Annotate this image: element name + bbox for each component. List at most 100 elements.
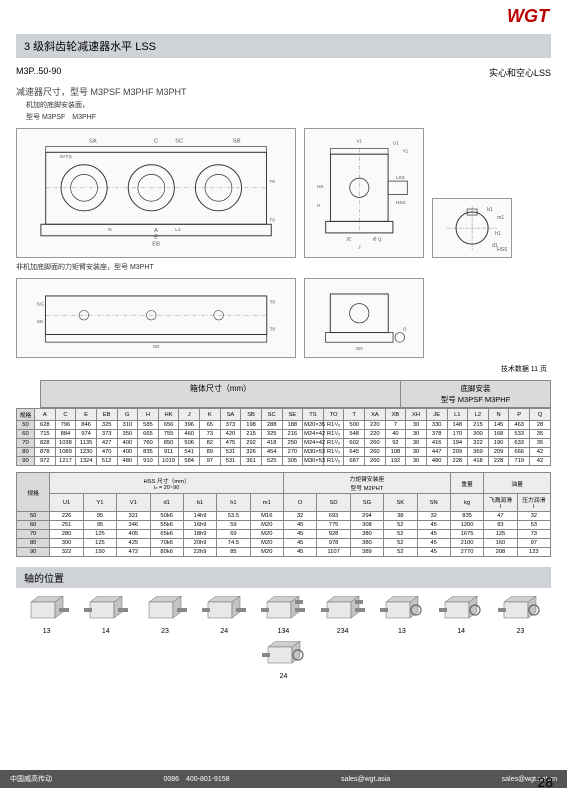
table-cell: 1019 xyxy=(158,457,179,466)
table-cell: 70 xyxy=(17,530,50,539)
table1-title-right: 底脚安装型号 M3PSF M3PHF xyxy=(401,380,551,408)
table-cell: 50 xyxy=(17,421,35,430)
col-header: h1 xyxy=(217,494,250,512)
footer-bar: 中国威高传动 0086 400-801-9158 sales@wgt.asia … xyxy=(0,770,567,788)
table-cell: 215 xyxy=(468,421,489,430)
table-cell: 361 xyxy=(241,457,262,466)
table-cell: 73 xyxy=(200,430,221,439)
table-cell: 308 xyxy=(350,521,383,530)
table-cell: 628 xyxy=(35,421,56,430)
table-cell: 525 xyxy=(261,457,282,466)
table-cell: 2100 xyxy=(450,539,483,548)
table-cell: 42 xyxy=(530,457,551,466)
col-header: TS xyxy=(303,409,324,421)
table-row: 502269532150k614h953.5M16326932943832835… xyxy=(17,512,551,521)
svg-text:H: H xyxy=(317,203,321,209)
table-cell: 633 xyxy=(509,439,530,448)
table-cell: 45 xyxy=(417,539,450,548)
table-cell: 65k6 xyxy=(150,530,183,539)
table-cell: 50k6 xyxy=(150,512,183,521)
table-cell: 251 xyxy=(50,521,83,530)
table-cell: 470 xyxy=(96,448,117,457)
col-header: L1 xyxy=(447,409,468,421)
table-cell: 418 xyxy=(261,439,282,448)
table-cell: 512 xyxy=(96,457,117,466)
col-header: m1 xyxy=(250,494,283,512)
col-header: kg xyxy=(450,494,483,512)
table-cell: 125 xyxy=(83,539,116,548)
table-cell: 310 xyxy=(117,421,138,430)
table-cell: 160 xyxy=(484,539,517,548)
shaft-label: 23 xyxy=(496,628,544,635)
table-cell: 108 xyxy=(385,448,406,457)
table-cell: 322 xyxy=(50,548,83,557)
svg-text:HSS: HSS xyxy=(396,201,406,207)
table-cell: 60 xyxy=(17,430,35,439)
table-cell: 228 xyxy=(488,457,509,466)
svg-text:HSS: HSS xyxy=(497,247,507,253)
table-cell: 447 xyxy=(426,448,447,457)
table-cell: M20 xyxy=(250,539,283,548)
table-cell: 216 xyxy=(282,430,303,439)
shaft-position-item: 24 xyxy=(200,596,248,635)
table-cell: 380 xyxy=(350,539,383,548)
table-cell: 346 xyxy=(117,521,150,530)
table-cell: 80k6 xyxy=(150,548,183,557)
table-cell: 463 xyxy=(509,421,530,430)
table-cell: 715 xyxy=(35,430,56,439)
table-cell: 878 xyxy=(35,448,56,457)
col-header: SA xyxy=(220,409,241,421)
note-nonmachined: 非机加底脚面的力矩臂安装座，型号 M3PHT xyxy=(16,262,551,272)
table-cell: 28 xyxy=(530,421,551,430)
shaft-position-item: 14 xyxy=(437,596,485,635)
table-cell: 35 xyxy=(530,430,551,439)
torque-title: 力矩臂安装座型号 M2PHT xyxy=(284,473,451,494)
subhead-right: 实心和空心LSS xyxy=(489,66,551,79)
table-cell: 687 xyxy=(344,457,365,466)
drawing-torque-mount: O SN xyxy=(304,278,424,358)
table-cell: 45 xyxy=(417,530,450,539)
col-header: b1 xyxy=(183,494,216,512)
table-cell: 30 xyxy=(406,439,427,448)
logo: WGT xyxy=(507,6,549,27)
table-cell: 45 xyxy=(417,548,450,557)
col-header: T xyxy=(344,409,365,421)
col-header: XB xyxy=(385,409,406,421)
table-cell: 80 xyxy=(17,539,50,548)
table-cell: 85 xyxy=(217,548,250,557)
table-cell: 190 xyxy=(488,439,509,448)
table-cell: 194 xyxy=(447,439,468,448)
table-cell: 978 xyxy=(317,539,350,548)
col-header: SB xyxy=(241,409,262,421)
table-cell: 40 xyxy=(385,430,406,439)
table-cell: 18h9 xyxy=(183,530,216,539)
table-cell: 656 xyxy=(158,421,179,430)
table-row: 602519534655k616h959M2045775308524512008… xyxy=(17,521,551,530)
table-cell: 420 xyxy=(220,430,241,439)
table-cell: 292 xyxy=(241,439,262,448)
table-cell: 123 xyxy=(517,548,550,557)
table-cell: 828 xyxy=(35,439,56,448)
table-cell: 300 xyxy=(468,430,489,439)
size-label: 规格 xyxy=(17,473,50,512)
table-cell: 427 xyxy=(96,439,117,448)
table-cell: M20×35 xyxy=(303,421,324,430)
table-cell: 260 xyxy=(365,448,386,457)
svg-text:C: C xyxy=(154,139,158,145)
footer-phone: 0086 400-801-9158 xyxy=(163,774,229,784)
svg-text:JE: JE xyxy=(346,237,352,243)
table-cell: 400 xyxy=(117,448,138,457)
table-cell: 170 xyxy=(447,430,468,439)
table-cell: 1217 xyxy=(55,457,76,466)
drawing-side-view: V1 U1 Y1 HK H LSS HSS JE Ø Q J xyxy=(304,128,424,258)
table-cell: 475 xyxy=(220,439,241,448)
table-cell: 373 xyxy=(96,430,117,439)
table-cell: 228 xyxy=(447,457,468,466)
table-cell: 95 xyxy=(83,512,116,521)
col-header: O xyxy=(284,494,317,512)
shaft-label: 14 xyxy=(82,628,130,635)
col-header: H xyxy=(138,409,159,421)
table-cell: 330 xyxy=(426,421,447,430)
col-header: V1 xyxy=(117,494,150,512)
table-cell: R1¹/₂ xyxy=(323,457,344,466)
